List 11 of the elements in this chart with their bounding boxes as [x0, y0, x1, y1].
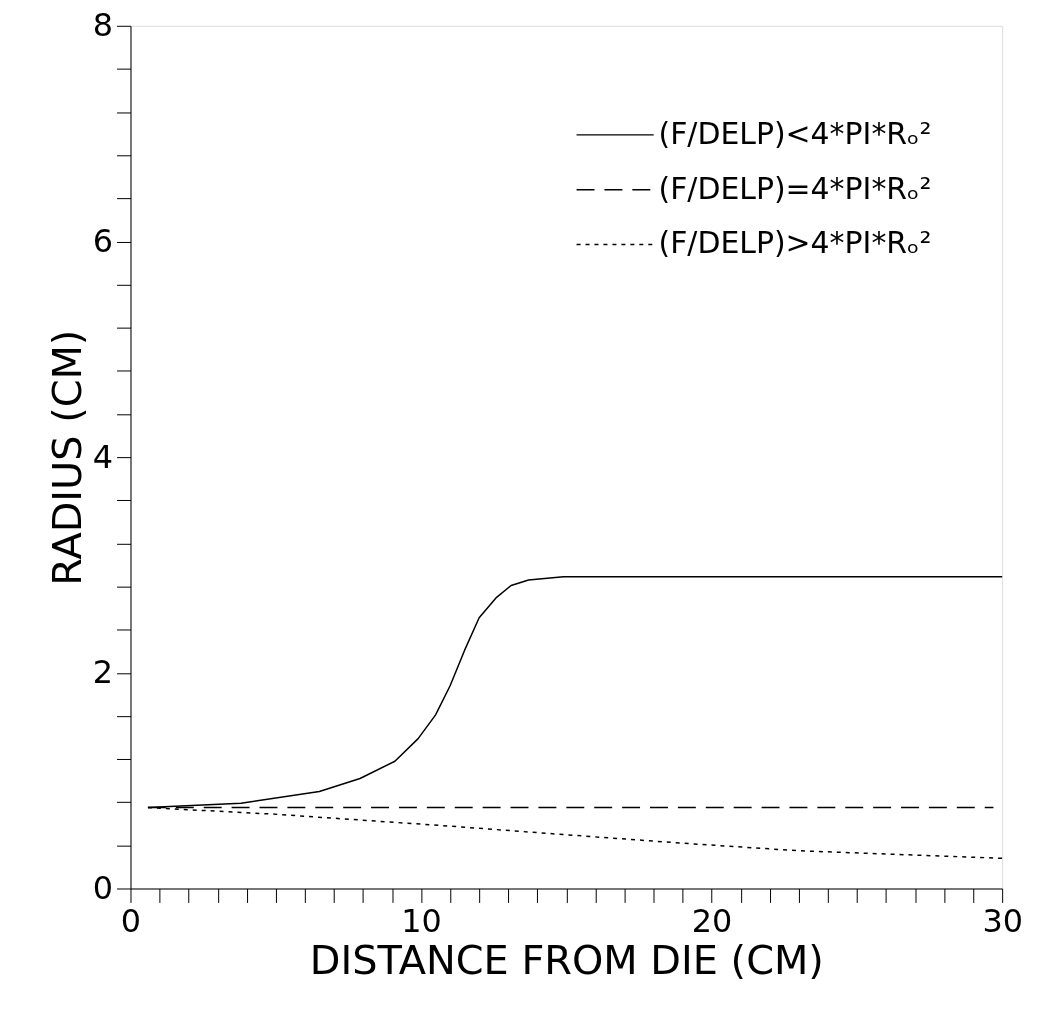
- legend-label: (F/DELP)>4*PI*Rₒ²: [658, 225, 932, 261]
- y-axis-title: RADIUS (CM): [43, 329, 90, 586]
- x-tick-label: 30: [982, 901, 1023, 940]
- y-tick-label: 2: [92, 653, 114, 692]
- legend-label: (F/DELP)=4*PI*Rₒ²: [658, 170, 932, 206]
- y-tick-label: 0: [92, 868, 114, 907]
- legend-label: (F/DELP)<4*PI*Rₒ²: [658, 115, 932, 151]
- y-tick-label: 6: [92, 221, 114, 260]
- y-tick-label: 4: [92, 437, 114, 476]
- y-tick-label: 8: [92, 6, 114, 45]
- x-tick-label: 0: [120, 901, 142, 940]
